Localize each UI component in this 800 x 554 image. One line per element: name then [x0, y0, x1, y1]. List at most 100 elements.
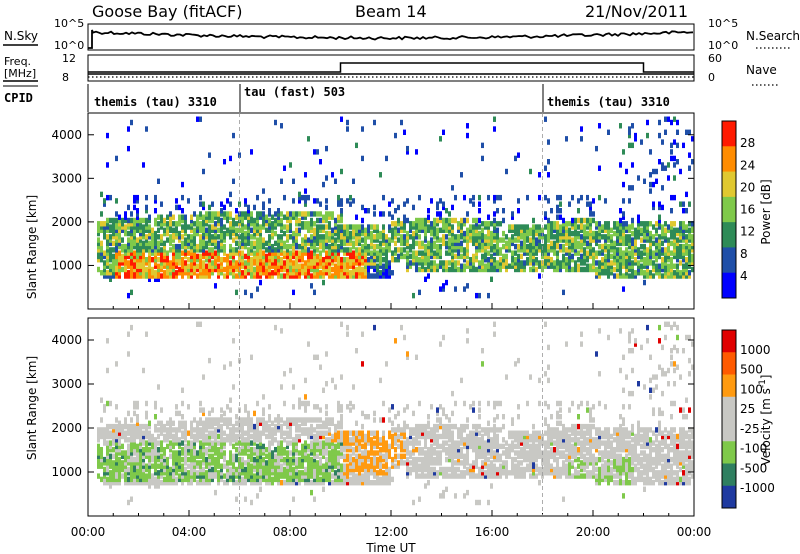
- power-cell-2883: [664, 250, 667, 256]
- velocity-cell-1275: [325, 473, 328, 479]
- power-cell-1664: [403, 253, 406, 260]
- velocity-cell-270: [145, 476, 148, 483]
- power-cell-671: [217, 227, 220, 233]
- power-cell-1139: [301, 247, 304, 253]
- power-cell-1223: [316, 270, 319, 276]
- power-cell-2630: [619, 263, 622, 269]
- velocity-cell-1223: [316, 476, 319, 483]
- velocity-cell-896: [256, 417, 259, 423]
- power-cell-1857: [445, 250, 448, 256]
- power-cell-1939: [463, 247, 466, 253]
- velocity-cell-469: [181, 423, 184, 430]
- power-cell-562: [199, 227, 202, 233]
- power-cell-354: [160, 260, 163, 266]
- velocity-cell-216: [136, 470, 139, 476]
- velocity-cell-1418: [349, 476, 352, 483]
- power-cell-2025: [481, 234, 484, 240]
- velocity-cell-1046: [283, 371, 286, 377]
- velocity-cell-507: [190, 463, 193, 469]
- power-cell-2754: [640, 250, 643, 256]
- power-cell-2835: [655, 227, 658, 233]
- power-cell-2813: [652, 263, 655, 269]
- power-cell-1709: [412, 230, 415, 237]
- power-cell-2990: [682, 230, 685, 237]
- power-cell-2021: [481, 247, 484, 253]
- power-cell-2175: [517, 208, 520, 214]
- power-cell-3006: [685, 240, 688, 247]
- power-cell-1693: [409, 253, 412, 260]
- velocity-cell-1166: [304, 394, 307, 400]
- power-cell-722: [229, 266, 232, 273]
- velocity-cell-1648: [397, 443, 400, 450]
- power-cell-2947: [676, 273, 679, 279]
- velocity-cell-1295: [328, 476, 331, 483]
- velocity-cell-1429: [349, 430, 352, 436]
- nsearch-label: N.Search: [746, 29, 800, 43]
- power-cell-2182: [520, 247, 523, 253]
- velocity-cell-1772: [427, 460, 430, 466]
- velocity-cell-1427: [349, 440, 352, 446]
- power-cell-2487: [589, 263, 592, 269]
- power-cell-1780: [427, 214, 430, 220]
- power-cell-3019: [688, 253, 691, 260]
- velocity-cell-646: [214, 466, 217, 473]
- velocity-cell-1214: [313, 443, 316, 450]
- power-cell-2335: [556, 250, 559, 256]
- power-cell-1023: [280, 243, 283, 250]
- velocity-cell-729: [229, 440, 232, 446]
- power-cell-2020: [481, 253, 484, 260]
- velocity-cell-188: [130, 430, 133, 436]
- velocity-cell-1718: [415, 456, 418, 463]
- power-cell-910: [259, 237, 262, 243]
- power-cell-2463: [583, 250, 586, 256]
- velocity-cell-148: [124, 437, 127, 443]
- velocity-cell-893: [256, 427, 259, 433]
- power-cell-2585: [607, 227, 610, 233]
- power-cell-2377: [565, 263, 568, 269]
- power-cell-2663: [622, 198, 625, 204]
- velocity-cell-1773: [427, 456, 430, 463]
- velocity-cell-237: [139, 470, 142, 476]
- velocity-cell-700: [223, 443, 226, 450]
- power-cell-322: [154, 257, 157, 263]
- power-cell-158: [127, 260, 130, 266]
- velocity-cell-846: [250, 473, 253, 479]
- power-cell-2088: [493, 194, 496, 201]
- velocity-cell-461: [181, 466, 184, 473]
- power-cell-133: [121, 237, 124, 243]
- velocity-cell-1781: [427, 414, 430, 420]
- power-cell-2962: [676, 129, 679, 135]
- velocity-cell-682: [220, 450, 223, 456]
- velocity-cell-1127: [298, 427, 301, 433]
- power-cell-1241: [319, 270, 322, 276]
- velocity-cell-1358: [337, 430, 340, 436]
- power-cell-1208: [313, 257, 316, 263]
- power-cell-1493: [361, 204, 364, 211]
- velocity-cell-792: [241, 463, 244, 469]
- power-cell-1890: [451, 230, 454, 237]
- velocity-cell-364: [160, 423, 163, 430]
- power-cell-2116: [502, 257, 505, 263]
- power-cell-1764: [424, 224, 427, 230]
- power-cell-2802: [649, 240, 652, 247]
- velocity-cell-498: [187, 443, 190, 450]
- power-cell-244: [139, 240, 142, 247]
- power-cell-2018: [481, 260, 484, 266]
- velocity-cell-1125: [298, 437, 301, 443]
- velocity-cell-541: [196, 453, 199, 459]
- power-cell-2684: [628, 263, 631, 269]
- velocity-cell-1061: [286, 423, 289, 430]
- power-cell-2149: [511, 224, 514, 230]
- velocity-cell-203: [133, 443, 136, 450]
- power-cell-1583: [382, 266, 385, 273]
- velocity-cell-362: [160, 430, 163, 436]
- velocity-cell-757: [235, 480, 238, 486]
- velocity-cell-1190: [310, 463, 313, 469]
- power-cell-1947: [466, 263, 469, 269]
- power-cell-1640: [394, 227, 397, 233]
- power-cell-385: [166, 260, 169, 266]
- power-cell-2036: [484, 247, 487, 253]
- power-cell-918: [262, 266, 265, 273]
- power-cell-2873: [661, 165, 664, 171]
- power-cell-2488: [589, 253, 592, 260]
